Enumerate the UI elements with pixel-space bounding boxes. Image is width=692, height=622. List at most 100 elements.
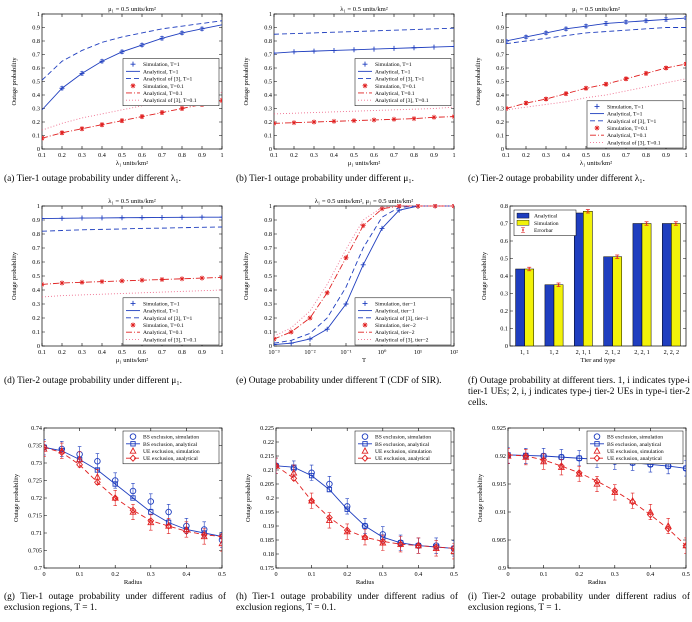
y-tick-label: 0.9 <box>264 25 272 32</box>
y-tick-label: 0.5 <box>264 273 272 280</box>
legend-swatch <box>130 61 136 67</box>
y-tick-label: 0.91 <box>495 509 506 516</box>
x-tick-label: 0.3 <box>611 571 619 578</box>
series-line <box>276 465 454 549</box>
series-line <box>274 106 454 115</box>
y-tick-label: 0.6 <box>264 65 272 72</box>
series-marker <box>683 465 686 471</box>
series-marker <box>111 494 119 502</box>
y-tick-label: 0.71 <box>31 530 42 537</box>
series-line <box>276 465 454 549</box>
series-marker <box>682 541 686 550</box>
series-marker <box>593 480 601 487</box>
figure-caption-i: (i) Tier-2 outage probability under diff… <box>468 592 690 613</box>
series-marker <box>522 452 530 460</box>
y-tick-label: 0 <box>37 146 40 153</box>
series-line <box>506 17 686 42</box>
series-marker <box>361 522 369 530</box>
legend-label: Simulation, tier−1 <box>375 301 416 307</box>
error-bar <box>345 523 349 540</box>
y-tick-label: 0.73 <box>31 460 42 467</box>
x-tick-label: 0.3 <box>379 571 387 578</box>
y-tick-label: 0.4 <box>264 92 272 99</box>
x-tick-label: 1 <box>220 349 223 356</box>
legend-label: UE exclusion, analytical <box>375 456 430 462</box>
series-line <box>42 216 222 220</box>
y-tick-label: 0.205 <box>260 481 274 488</box>
x-tick-label: 0.3 <box>78 152 86 159</box>
series-marker <box>290 474 298 483</box>
y-tick-label: 0.3 <box>500 291 508 298</box>
x-tick-label: 0.8 <box>178 152 186 159</box>
series-line <box>42 24 222 111</box>
y-tick-label: 0.705 <box>28 548 42 555</box>
errorbar-point <box>528 268 531 270</box>
series-marker <box>76 461 84 469</box>
y-tick-label: 0.735 <box>28 443 42 450</box>
x-axis-label: Radius <box>124 579 143 586</box>
chart-panel-c: 0 0.1 0.2 0.3 0.4 0.5 0.6 0.7 0.8 0.9 1 0.1 0.2 0.3 0.… <box>468 0 690 196</box>
y-tick-label: 1 <box>501 11 504 18</box>
x-tick-label: 0.1 <box>540 571 548 578</box>
x-tick-label: 1, 2 <box>549 349 558 356</box>
series-marker <box>646 508 654 515</box>
series-marker <box>362 523 368 529</box>
series-marker <box>307 315 313 321</box>
y-tick-label: 0.9 <box>264 217 272 224</box>
x-tick-label: 0.9 <box>430 152 438 159</box>
legend-label: UE exclusion, analytical <box>143 456 198 462</box>
series-marker <box>219 97 222 103</box>
y-tick-label: 0.5 <box>264 79 272 86</box>
x-tick-label: 1 <box>452 152 455 159</box>
x-axis-label: λ₁ units/km² <box>116 160 148 167</box>
legend-box <box>354 297 452 346</box>
errorbar-point <box>645 222 648 225</box>
y-tick-label: 0 <box>501 146 504 153</box>
legend-label: Analytical, T=0.1 <box>143 330 183 336</box>
bar-analytical <box>661 223 672 346</box>
x-tick-label: 0.8 <box>178 349 186 356</box>
series-line <box>274 116 454 124</box>
legend-label: Analytical of [3], tier−2 <box>375 336 429 343</box>
x-tick-label: 2, 1, 2 <box>605 349 620 356</box>
y-tick-label: 0.4 <box>264 287 272 294</box>
legend-swatch <box>361 447 369 454</box>
series-marker <box>664 525 672 533</box>
bar-simulation <box>612 256 623 346</box>
series-marker <box>147 498 155 505</box>
y-tick-label: 0.9 <box>32 217 40 224</box>
series-marker <box>414 541 422 550</box>
error-bar <box>577 465 581 482</box>
x-tick-label: 0.1 <box>308 571 316 578</box>
legend-label: Simulation, tier−2 <box>375 323 416 329</box>
x-tick-label: 2, 2, 1 <box>634 349 649 356</box>
error-bar <box>508 448 510 464</box>
series-marker <box>557 462 565 470</box>
x-tick-label: 0.1 <box>76 571 84 578</box>
series-marker <box>58 448 66 457</box>
y-tick-label: 0.72 <box>31 495 42 502</box>
x-tick-label: 0.7 <box>158 349 166 356</box>
y-tick-label: 1 <box>37 203 40 210</box>
error-bar <box>220 532 222 548</box>
y-tick-label: 0.4 <box>32 92 40 99</box>
y-tick-label: 0.5 <box>32 79 40 86</box>
y-tick-label: 0.3 <box>264 106 272 113</box>
x-axis-label: T <box>362 357 366 364</box>
series-marker <box>324 290 330 296</box>
x-tick-label: 0.9 <box>198 349 206 356</box>
legend-label: Simulation, T=0.1 <box>607 126 648 132</box>
error-bar <box>381 534 385 551</box>
chart-svg-a: 00.10.20.30.40.50.60.70.80.910.1 0.2 0.3 0.… <box>11 6 224 167</box>
series-marker <box>218 532 222 541</box>
y-axis-label: Outage probability <box>245 473 252 522</box>
figure-caption-f: (f) Outage probability at different tier… <box>468 376 690 408</box>
x-axis-label: Radius <box>588 579 607 586</box>
x-tick-label: 0.1 <box>502 152 510 159</box>
legend-label: BS exclusion, analytical <box>607 442 662 448</box>
y-tick-label: 0.19 <box>263 523 274 530</box>
legend-label: Analytical of [3], tier−1 <box>375 315 429 322</box>
chart-panel-g: 0.7 0.705 0.71 0.715 0.72 0.725 0.73 0.735 0.74 0… <box>4 418 226 622</box>
legend-swatch <box>594 125 600 131</box>
